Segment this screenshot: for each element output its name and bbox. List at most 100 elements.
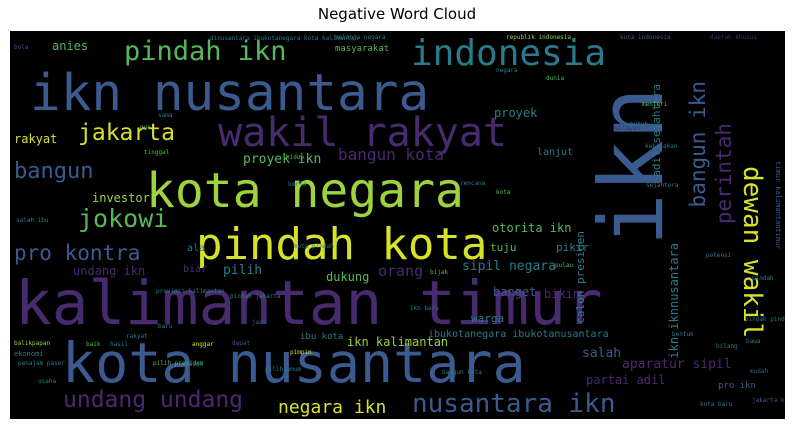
word: hidup	[286, 154, 305, 161]
word: kota	[496, 189, 511, 196]
word: menteri	[642, 101, 668, 108]
word: orang	[378, 262, 424, 280]
word: sipil negara	[462, 259, 556, 274]
word: republik indonesia	[506, 34, 572, 41]
word: bangun	[14, 159, 94, 184]
word: pikir	[556, 241, 590, 254]
word: kebijakan	[645, 143, 678, 150]
word: masyarakat	[335, 44, 390, 54]
word-cloud-canvas: kalimantan timur kota nusantara ikn nusa…	[10, 31, 785, 419]
word: gue	[140, 124, 151, 131]
word: bijak	[430, 269, 449, 276]
word: ikn nusantara	[30, 64, 430, 123]
word: pilih umum	[265, 366, 302, 373]
word: rakyat	[14, 132, 58, 146]
word: kota negara	[146, 163, 464, 219]
word: ala	[187, 243, 206, 254]
word: rakyat	[126, 333, 148, 340]
word: investor	[92, 191, 150, 205]
word: bilang	[716, 343, 738, 350]
word: kota nusantara	[62, 331, 526, 395]
word: pindah ikn	[124, 36, 287, 67]
word: kota pindah	[294, 243, 334, 250]
word: ikn kalimantan	[347, 335, 449, 349]
word: pilih presiden	[153, 360, 204, 367]
word: butuh	[630, 121, 649, 128]
word: bola	[14, 44, 29, 51]
word: ekonomi	[14, 350, 44, 358]
word: ibukotanegara ibukotanusantara	[428, 329, 609, 340]
word: pindah jakarta	[230, 293, 281, 300]
word: mudah	[750, 368, 769, 375]
word: aparatur sipil	[622, 357, 732, 372]
word: salah ibu	[16, 217, 49, 224]
word: bentuk	[672, 331, 694, 338]
word: pro ikn	[718, 381, 756, 391]
word: potensi	[706, 252, 732, 259]
word: usaha	[38, 378, 57, 385]
word: otorita ikn	[492, 221, 572, 235]
word: perintah	[712, 123, 736, 225]
word: banget	[493, 285, 537, 299]
word: bawa	[746, 338, 761, 345]
word: dinusantara ibukotanegara kota kalimanta…	[210, 35, 359, 42]
word: baru	[158, 323, 173, 330]
word: proyek	[494, 106, 538, 120]
word: tinggal	[144, 149, 170, 156]
word: negara	[496, 67, 518, 74]
word: jokowi	[78, 204, 169, 233]
word: anies	[52, 39, 89, 53]
word: warga	[471, 312, 505, 325]
word: kota indonesia	[620, 34, 671, 41]
word: sama	[158, 112, 173, 119]
chart-title: Negative Word Cloud	[317, 5, 477, 23]
word: dewan wakil	[737, 166, 767, 339]
word: provinsi kalimantan	[156, 288, 225, 295]
word: pulau	[555, 262, 574, 269]
word: partai adil	[586, 373, 666, 387]
word: sejahtera	[646, 182, 679, 189]
word: baik	[86, 341, 101, 348]
word: bangun kota	[338, 145, 444, 164]
word: balikpapan	[14, 340, 51, 347]
word: lanjut	[537, 147, 574, 158]
word: pilih	[223, 263, 263, 278]
word: masuk	[185, 361, 204, 368]
word: timur kalimantantimur	[774, 161, 782, 250]
word: kerja	[288, 181, 307, 188]
word: pindah pindah	[745, 316, 785, 323]
word: jadi	[252, 319, 267, 326]
word: ibu kota	[300, 332, 344, 342]
word: undang ikn	[73, 264, 146, 278]
word: dunia	[546, 75, 565, 82]
word: biar	[183, 264, 208, 275]
word: undang undang	[63, 387, 244, 413]
word: wilayah	[615, 125, 641, 132]
word: nusantara ikn	[412, 389, 616, 419]
word: indonesia	[411, 33, 607, 74]
word: proyek ikn	[243, 152, 322, 167]
word: calon presiden	[574, 231, 587, 324]
word: adil sejahtera	[650, 84, 663, 177]
word: pro kontra	[14, 241, 141, 265]
word: tuju	[490, 241, 517, 254]
word: kalimantan timur	[15, 268, 603, 339]
word: anggar	[192, 341, 214, 348]
word: wakil rakyat	[218, 110, 507, 156]
word: ikn baru	[410, 305, 439, 312]
word: bangun ikn	[686, 81, 710, 208]
word: negara ikn	[278, 397, 387, 418]
word: jakarta	[78, 120, 175, 146]
word: pimpin	[290, 349, 312, 356]
word: pindah	[752, 275, 774, 282]
word: penajam paser	[18, 360, 65, 367]
word: belanja negara	[335, 34, 386, 41]
word: salah	[582, 346, 622, 361]
word: jakarta kota	[752, 397, 785, 404]
word: bangun kota	[442, 369, 482, 376]
word: hasil	[110, 341, 129, 348]
word: bikin	[544, 287, 581, 301]
word: pindah kota	[196, 219, 488, 270]
word: kota baru	[700, 401, 733, 408]
word: daerah khusus	[710, 34, 757, 41]
